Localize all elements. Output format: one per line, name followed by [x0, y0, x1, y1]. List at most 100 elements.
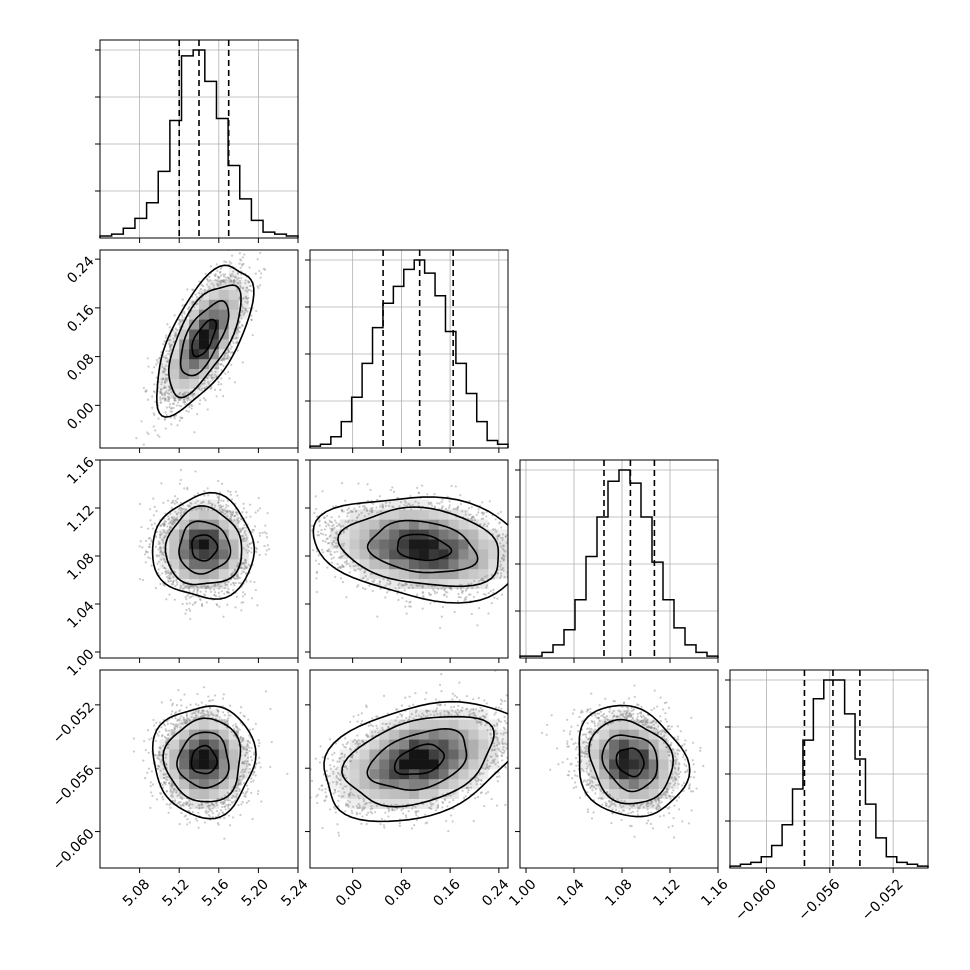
scatter-point: [615, 808, 618, 812]
density-cell: [349, 559, 360, 570]
scatter-point: [470, 712, 473, 715]
contour-line: [393, 743, 446, 776]
scatter-point: [379, 823, 382, 826]
scatter-point: [496, 724, 499, 727]
scatter-point: [157, 568, 160, 571]
density-cell: [379, 509, 390, 520]
scatter-point: [168, 396, 171, 399]
scatter-point: [206, 278, 209, 281]
scatter-point: [245, 538, 248, 541]
scatter-point: [664, 793, 667, 796]
scatter-point: [356, 515, 359, 519]
scatter-point: [169, 573, 172, 576]
scatter-point: [645, 720, 648, 724]
scatter-point: [209, 588, 212, 591]
scatter-point: [234, 725, 238, 728]
scatter-point: [499, 542, 502, 545]
scatter-point: [185, 800, 188, 804]
density-cell: [189, 719, 200, 730]
scatter-point: [171, 791, 174, 794]
scatter-point: [355, 811, 358, 815]
scatter-point: [431, 802, 435, 805]
density-cell: [208, 319, 220, 330]
scatter-point: [220, 358, 223, 362]
scatter-point: [132, 737, 135, 740]
scatter-point: [235, 337, 238, 340]
scatter-point: [169, 410, 172, 413]
scatter-point: [184, 802, 187, 806]
scatter-point: [303, 822, 305, 824]
scatter-point: [147, 545, 151, 548]
scatter-point: [499, 732, 503, 735]
scatter-point: [160, 363, 163, 366]
density-cell: [169, 368, 180, 379]
scatter-point: [214, 583, 217, 587]
density-cell: [359, 559, 370, 570]
density-cell: [448, 578, 459, 589]
scatter-point: [162, 776, 166, 780]
scatter-point: [561, 761, 564, 764]
scatter-point: [164, 378, 167, 381]
scatter-point: [204, 586, 208, 589]
scatter-point: [354, 569, 357, 572]
scatter-point: [167, 574, 170, 577]
scatter-point: [207, 381, 210, 384]
density-cell: [488, 529, 499, 540]
scatter-point: [326, 549, 329, 553]
scatter-point: [220, 505, 223, 509]
scatter-point: [172, 337, 175, 340]
scatter-point: [606, 718, 610, 722]
scatter-point: [216, 714, 219, 717]
scatter-panel-p0-p2: [95, 459, 299, 663]
scatter-point: [365, 704, 368, 707]
scatter-point: [636, 810, 639, 813]
scatter-point: [324, 787, 327, 791]
density-cell: [609, 729, 620, 740]
scatter-point: [200, 585, 204, 588]
density-cell: [228, 549, 239, 560]
scatter-point: [223, 353, 227, 357]
density-cell: [379, 519, 390, 530]
scatter-point: [240, 273, 243, 276]
scatter-point: [142, 443, 145, 446]
scatter-point: [340, 543, 344, 546]
scatter-point: [325, 795, 328, 798]
scatter-point: [498, 533, 501, 536]
scatter-point: [325, 525, 328, 528]
scatter-point: [184, 584, 187, 588]
scatter-point: [415, 714, 418, 718]
scatter-point: [248, 741, 252, 745]
density-cell: [389, 519, 400, 530]
scatter-point: [337, 805, 340, 808]
scatter-point: [181, 319, 184, 322]
scatter-point: [479, 783, 482, 786]
scatter-point: [407, 502, 410, 505]
scatter-point: [154, 739, 158, 743]
scatter-point: [657, 798, 660, 801]
density-cell: [218, 349, 229, 360]
scatter-point: [587, 731, 590, 734]
density-cell: [438, 788, 449, 799]
density-cell: [658, 769, 669, 780]
scatter-point: [482, 579, 485, 582]
scatter-point: [238, 576, 241, 580]
scatter-point: [460, 588, 463, 591]
density-cell: [208, 499, 220, 510]
scatter-point: [448, 500, 451, 503]
scatter-point: [160, 701, 163, 704]
scatter-point: [175, 579, 178, 582]
scatter-point: [226, 720, 229, 723]
scatter-point: [174, 399, 177, 402]
scatter-point: [585, 741, 588, 744]
scatter-point: [345, 802, 348, 805]
scatter-point: [652, 723, 655, 726]
scatter-point: [250, 791, 253, 795]
scatter-point: [340, 795, 343, 798]
scatter-point: [175, 513, 178, 516]
scatter-point: [149, 791, 153, 794]
scatter-point: [478, 710, 481, 713]
scatter-point: [354, 519, 358, 523]
scatter-point: [493, 596, 496, 599]
scatter-point: [196, 413, 199, 416]
scatter-point: [482, 579, 486, 582]
